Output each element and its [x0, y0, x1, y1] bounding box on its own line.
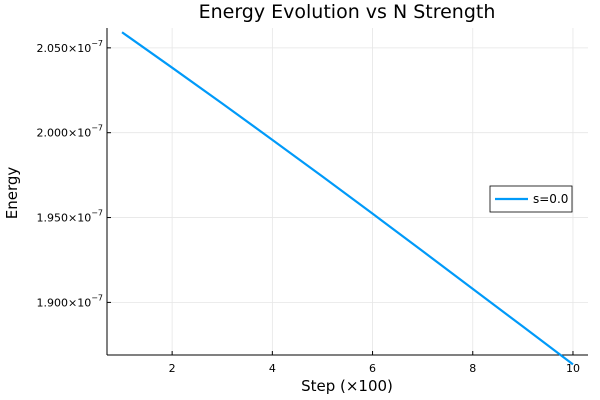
- axes: [106, 28, 588, 356]
- y-tick-label: 1.950×10−7: [36, 209, 103, 225]
- x-axis-label: Step (×100): [301, 377, 393, 395]
- x-tick-label: 10: [566, 362, 580, 375]
- grid: [107, 28, 588, 355]
- x-axis-ticks: 2 4 6 8 10: [169, 351, 580, 375]
- x-tick-label: 4: [269, 362, 276, 375]
- y-tick-label: 1.900×10−7: [36, 293, 103, 309]
- chart-title: Energy Evolution vs N Strength: [199, 1, 496, 23]
- legend-label: s=0.0: [533, 192, 568, 206]
- y-axis-label: Energy: [3, 167, 21, 220]
- y-axis-ticks: 1.900×10−7 1.950×10−7 2.000×10−7 2.050×10−7: [36, 39, 111, 309]
- series-line: [121, 31, 574, 366]
- y-tick-label: 2.050×10−7: [36, 39, 103, 55]
- x-tick-label: 6: [369, 362, 376, 375]
- x-tick-label: 8: [469, 362, 476, 375]
- y-tick-label: 2.000×10−7: [36, 124, 103, 140]
- x-tick-label: 2: [169, 362, 176, 375]
- legend: s=0.0: [489, 185, 573, 213]
- plot-area: [121, 31, 574, 366]
